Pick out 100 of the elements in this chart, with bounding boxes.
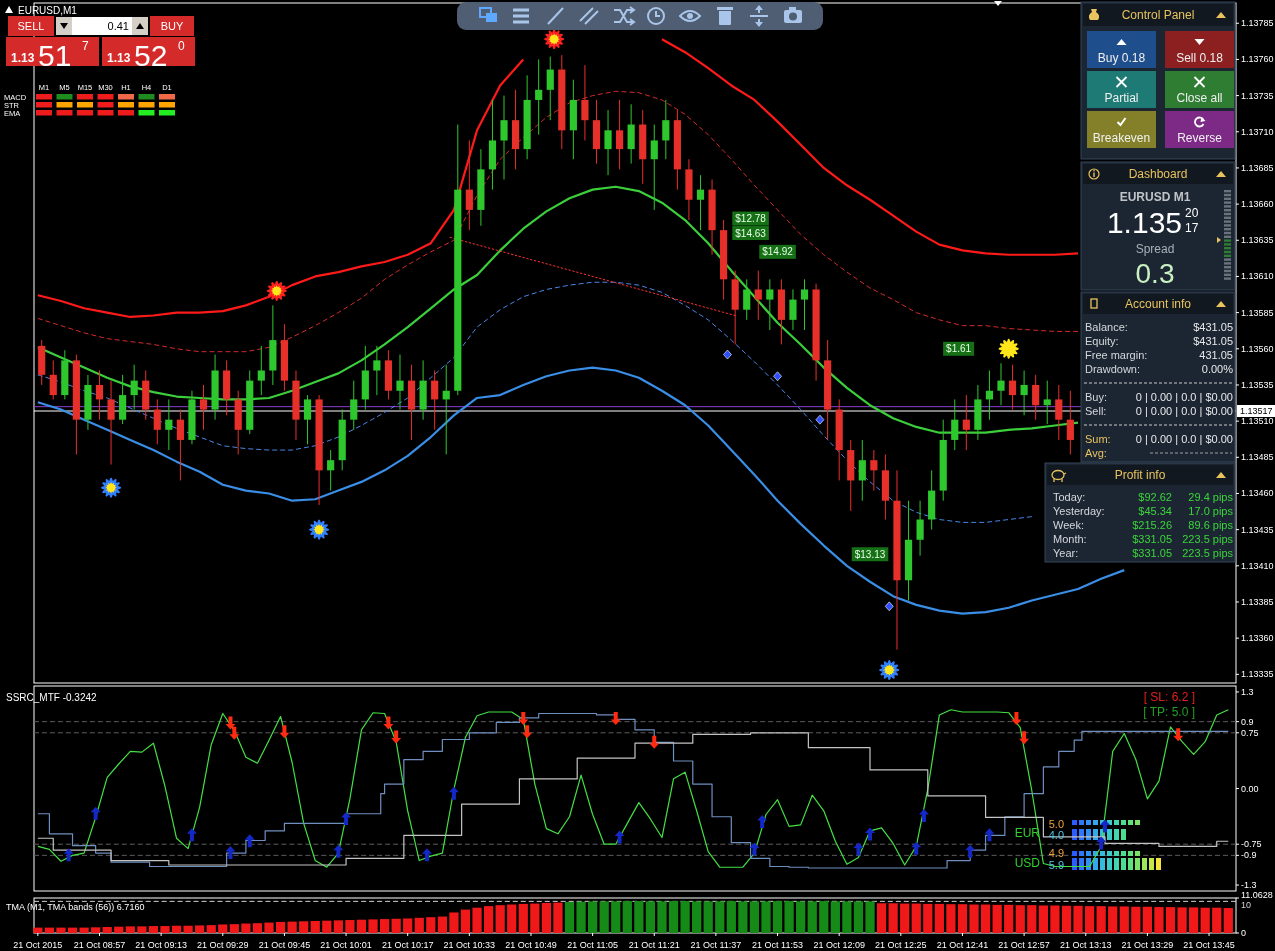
x-tick-label: 21 Oct 2015 [13, 940, 63, 950]
point [879, 659, 900, 680]
bar [483, 906, 494, 933]
text: $215.26 [1132, 519, 1172, 531]
candlestick [662, 99, 670, 160]
x-tick-label: 21 Oct 09:13 [135, 940, 187, 950]
point [773, 371, 782, 382]
bar [888, 903, 898, 933]
point [884, 601, 894, 612]
bar [957, 904, 968, 933]
point [649, 735, 660, 749]
bar [460, 909, 471, 933]
candlestick [1055, 384, 1063, 441]
bar [264, 922, 274, 933]
point [1011, 711, 1022, 725]
bar [588, 901, 598, 933]
category-label: BUY [160, 20, 184, 32]
point [544, 29, 565, 50]
bar [668, 901, 679, 933]
y-tick-label: 0.9 [1241, 716, 1254, 727]
bar [553, 902, 563, 933]
point [266, 280, 287, 301]
text: 7 [82, 39, 89, 53]
bar [507, 904, 517, 933]
bar [356, 919, 367, 933]
x-tick-label: 21 Oct 11:53 [752, 940, 803, 950]
bar [853, 901, 864, 933]
bar [1096, 906, 1106, 933]
x-tick-label: 21 Oct 12:09 [813, 940, 865, 950]
candlestick [49, 359, 57, 400]
text: $45.34 [1138, 505, 1172, 517]
candlestick [130, 364, 138, 411]
x-tick-label: 21 Oct 09:45 [258, 940, 311, 950]
y-tick-label: 1.13385 [1241, 596, 1274, 607]
point [614, 830, 625, 844]
candlestick [373, 345, 381, 396]
bar [900, 903, 910, 933]
point [90, 806, 101, 820]
point [229, 726, 240, 740]
y-tick-label: 1.13535 [1241, 379, 1274, 390]
chart-title: TMA (M1, TMA bands (56)) 6.7160 [6, 902, 145, 912]
bar [345, 920, 355, 933]
bar [1061, 905, 1072, 933]
bar [1154, 907, 1164, 933]
text: $431.05 [1193, 335, 1233, 347]
candlestick [1066, 390, 1074, 455]
y-tick-label: 1.13360 [1241, 633, 1274, 644]
bar [1004, 904, 1014, 933]
y-tick-label: 1.13610 [1241, 271, 1274, 282]
bar [495, 905, 505, 933]
ref-line-label: 10 [1241, 899, 1252, 910]
category-label: Close all [1176, 91, 1223, 105]
category-label: Drawdown: [1085, 363, 1141, 375]
text: Dashboard [1128, 167, 1188, 181]
bar [980, 904, 991, 933]
y-tick-label: 1.13785 [1241, 18, 1274, 29]
category-label: Buy 0.18 [1097, 51, 1146, 65]
bar [911, 903, 921, 933]
y-tick-label: 1.13710 [1241, 126, 1274, 137]
annotation: 20 [1185, 206, 1199, 220]
y-tick-label: 1.13335 [1241, 669, 1274, 680]
candlestick [581, 64, 589, 141]
bar [1189, 907, 1199, 933]
candlestick [257, 345, 265, 396]
category-label: Sum: [1085, 433, 1111, 445]
bar [322, 920, 332, 933]
candlestick [327, 449, 335, 492]
category-label: Today: [1053, 491, 1086, 503]
bar [1084, 906, 1095, 933]
x-tick-label: 21 Oct 09:29 [197, 940, 249, 950]
text: 51 [38, 38, 72, 72]
x-tick-label: 21 Oct 12:25 [875, 940, 927, 950]
bar [807, 901, 817, 933]
point [1173, 728, 1184, 742]
bar [287, 921, 297, 933]
bar [33, 927, 43, 933]
bar [518, 903, 528, 933]
point [965, 844, 976, 858]
bar [472, 907, 482, 933]
bar [206, 925, 216, 933]
candlestick [1043, 380, 1051, 425]
bar [703, 901, 713, 933]
y-tick-label: 0.00 [1241, 783, 1259, 794]
bar [865, 901, 875, 933]
bar [160, 926, 170, 933]
bar [634, 901, 644, 933]
y-tick-label: 1.13410 [1241, 560, 1274, 571]
candlestick [1032, 374, 1040, 421]
point [518, 711, 529, 725]
category-label: Sell 0.18 [1176, 51, 1224, 65]
candlestick [743, 278, 751, 321]
line-series [37, 281, 1033, 523]
candlestick [604, 109, 612, 176]
bar [645, 901, 656, 933]
candlestick [107, 380, 115, 466]
bar [657, 901, 667, 933]
candlestick [951, 398, 959, 451]
point [865, 827, 876, 841]
bar [819, 901, 829, 933]
bar [599, 901, 609, 933]
